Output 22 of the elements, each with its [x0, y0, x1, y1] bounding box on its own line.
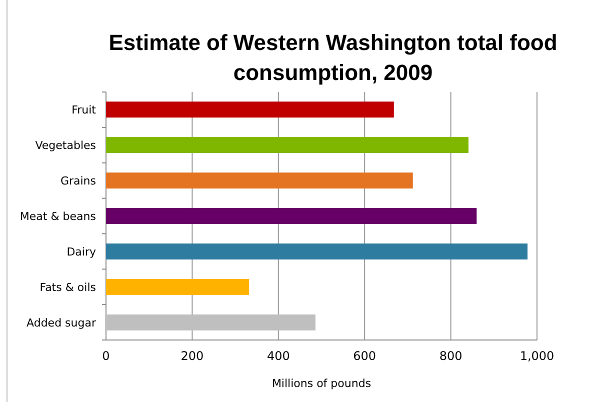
bar	[106, 137, 468, 154]
x-tick-label: 400	[266, 349, 290, 363]
y-tick-label: Vegetables	[35, 138, 96, 152]
x-tick-label: 800	[439, 349, 462, 363]
bar	[106, 278, 250, 295]
bar	[106, 243, 528, 260]
y-tick-label: Meat & beans	[20, 210, 96, 223]
y-tick-label: Grains	[60, 174, 96, 188]
bar	[106, 314, 316, 330]
x-tick-label: 0	[102, 349, 110, 363]
chart-title: Estimate of Western Washington total food consumption, 2009	[108, 30, 558, 85]
y-tick-label: Fats & oils	[40, 280, 96, 294]
bar	[106, 172, 413, 189]
x-axis-title: Millions of pounds	[272, 377, 372, 390]
bar	[106, 102, 394, 118]
bar	[106, 208, 477, 224]
y-tick-label: Fruit	[72, 103, 97, 116]
x-tick-label: 1,000	[520, 349, 554, 363]
y-tick-label: Added sugar	[26, 316, 96, 330]
x-tick-label: 200	[180, 349, 204, 363]
x-tick-label: 600	[353, 349, 376, 363]
y-tick-label: Dairy	[66, 245, 96, 258]
